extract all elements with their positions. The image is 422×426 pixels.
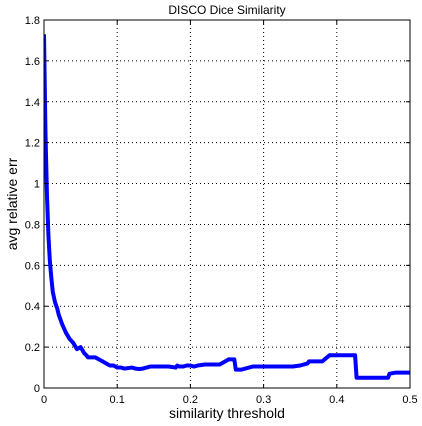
plot-area-frame: [43, 19, 411, 389]
y-tick-label: 0.4: [25, 301, 40, 313]
y-axis-label: avg relative err: [4, 157, 20, 250]
x-tick-label: 0.3: [256, 394, 271, 406]
series-line-0: [44, 34, 410, 380]
y-tick-label: 0.2: [25, 342, 40, 354]
y-tick-label: 1.4: [25, 97, 40, 109]
y-tick-labels: 0 0.2 0.4 0.6 0.8 1 1.2 1.4 1.6 1.8: [25, 15, 40, 395]
x-tick-label: 0: [41, 394, 47, 406]
x-tick-label: 0.2: [183, 394, 198, 406]
y-tick-label: 1.8: [25, 15, 40, 27]
tick-marks: [43, 19, 411, 389]
grid-lines: [44, 20, 410, 388]
y-tick-label: 1.6: [25, 56, 40, 68]
x-tick-label: 0.5: [402, 394, 417, 406]
y-tick-label: 1.2: [25, 138, 40, 150]
y-tick-label: 0.8: [25, 219, 40, 231]
x-tick-label: 0.4: [329, 394, 344, 406]
series-layer: [44, 34, 410, 380]
x-tick-label: 0.1: [110, 394, 125, 406]
y-tick-label: 0: [34, 383, 40, 395]
x-tick-labels: 0 0.1 0.2 0.3 0.4 0.5: [41, 394, 418, 406]
chart-title: DISCO Dice Similarity: [168, 3, 285, 17]
y-tick-label: 0.6: [25, 260, 40, 272]
y-tick-label: 1: [34, 179, 40, 191]
x-axis-label: similarity threshold: [169, 405, 285, 421]
